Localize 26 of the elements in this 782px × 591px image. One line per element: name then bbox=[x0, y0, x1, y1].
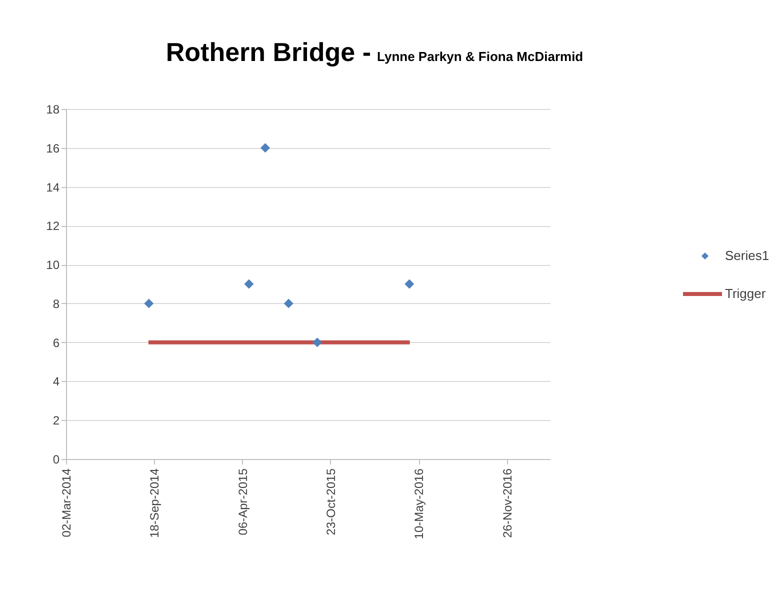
x-tick-label: 06-Apr-2015 bbox=[236, 468, 250, 536]
point bbox=[284, 298, 294, 308]
x-tick-label: 26-Nov-2016 bbox=[500, 468, 514, 538]
chart-title: Rothern Bridge - bbox=[166, 37, 371, 67]
y-tick-label: 12 bbox=[46, 219, 60, 234]
x-tick-label: 10-May-2016 bbox=[412, 468, 426, 540]
legend-label: Trigger bbox=[725, 286, 766, 301]
legend-label: Series1 bbox=[725, 248, 770, 263]
x-tick-label: 02-Mar-2014 bbox=[60, 468, 74, 538]
point bbox=[404, 279, 414, 289]
y-tick-label: 10 bbox=[46, 258, 60, 272]
y-tick-label: 16 bbox=[46, 141, 60, 156]
point bbox=[144, 298, 154, 308]
chart-subtitle: Lynne Parkyn & Fiona McDiarmid bbox=[377, 49, 584, 64]
y-tick-label: 8 bbox=[52, 296, 60, 311]
y-tick-label: 18 bbox=[46, 102, 60, 116]
y-tick-label: 14 bbox=[46, 180, 60, 194]
y-tick-label: 6 bbox=[52, 336, 60, 350]
x-tick-label: 18-Sep-2014 bbox=[148, 468, 162, 538]
y-tick-label: 0 bbox=[52, 452, 60, 466]
y-tick-label: 2 bbox=[52, 414, 60, 428]
point bbox=[312, 338, 322, 348]
point bbox=[244, 279, 254, 289]
x-tick-label: 23-Oct-2015 bbox=[324, 468, 338, 536]
y-tick-label: 4 bbox=[52, 374, 60, 389]
point bbox=[260, 143, 270, 153]
